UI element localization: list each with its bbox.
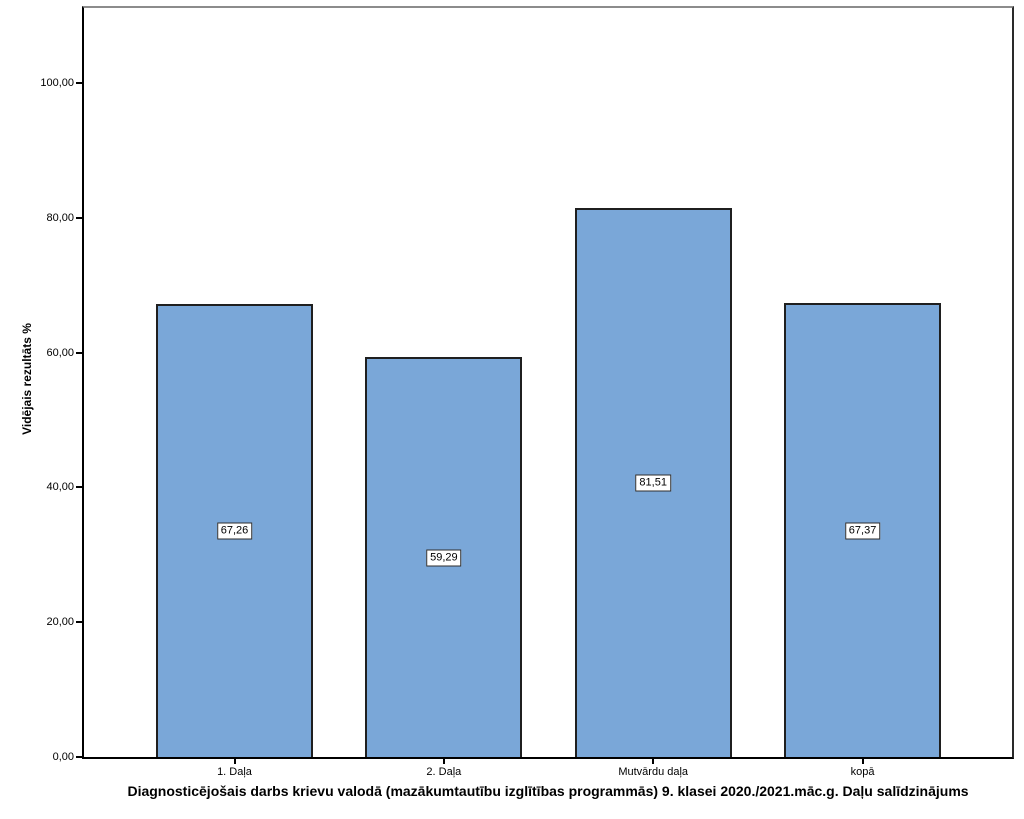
y-tick-label: 100,00 [40,77,74,89]
plot-area: 67,26 59,29 81,51 67,37 [82,6,1014,759]
y-tick-label: 40,00 [46,481,74,494]
y-tick-mark [76,216,83,219]
x-category-label: 1. Daļa [217,766,252,778]
bar-value-label: 59,29 [426,549,462,567]
y-tick-label: 20,00 [46,616,74,629]
y-tick-label: 0,00 [52,751,74,763]
bar-value-label: 81,51 [635,474,671,492]
y-tick-mark [76,82,83,84]
y-tick-mark [76,486,83,489]
x-category-label: Mutvārdu daļa [618,766,689,778]
y-tick-mark [76,621,83,624]
chart-title: Diagnosticējošais darbs krievu valodā (m… [127,783,969,799]
x-tick-mark [442,759,445,764]
bar-value-label: 67,37 [844,522,881,540]
x-tick-mark [861,759,864,764]
bar: 67,37 [784,302,942,757]
bar: 59,29 [365,357,523,757]
bar: 67,26 [156,303,313,757]
y-tick-label: 60,00 [46,346,74,359]
bars-layer: 67,26 59,29 81,51 67,37 [84,8,1012,757]
x-category-label: 2. Daļa [426,766,462,778]
bar-value-label: 67,26 [216,522,253,540]
y-tick-mark [76,756,83,758]
y-axis-title: Vidējais rezultāts % [20,323,34,435]
y-tick-mark [76,351,83,354]
y-tick-label: 80,00 [46,211,74,224]
x-tick-mark [233,759,236,764]
x-tick-mark [652,759,655,764]
x-category-label: kopā [850,766,875,778]
bar: 81,51 [574,207,732,757]
